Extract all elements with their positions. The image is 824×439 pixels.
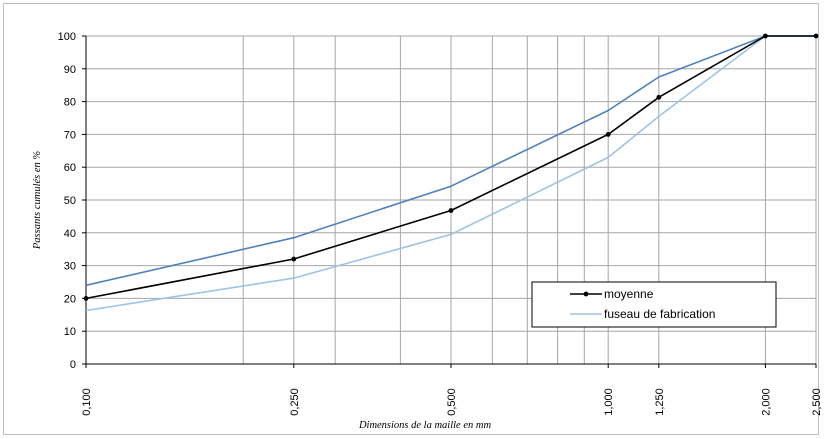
x-tick-label: 1,250 xyxy=(654,388,666,416)
data-point xyxy=(656,94,662,100)
legend-box xyxy=(531,281,777,328)
chart-frame xyxy=(3,3,819,435)
y-tick-label: 10 xyxy=(64,326,76,338)
x-axis-title: Dimensions de la maille en mm xyxy=(358,420,492,431)
y-tick-label: 30 xyxy=(64,261,76,273)
x-tick-label: 1,000 xyxy=(603,388,615,416)
y-tick-label: 50 xyxy=(64,195,76,207)
legend-label-moyenne: moyenne xyxy=(604,287,654,301)
x-tick-label: 0,500 xyxy=(446,388,458,416)
y-tick-label: 70 xyxy=(64,129,76,141)
y-tick-label: 100 xyxy=(58,31,76,43)
y-axis-title: Passants cumulés en % xyxy=(32,151,43,251)
data-point xyxy=(813,33,819,39)
x-tick-label: 2,500 xyxy=(811,388,823,416)
y-tick-label: 40 xyxy=(64,228,76,240)
y-tick-label: 60 xyxy=(64,162,76,174)
data-point xyxy=(448,208,454,213)
data-point xyxy=(83,296,89,301)
y-tick-label: 20 xyxy=(64,293,76,305)
y-tick-label: 0 xyxy=(70,359,76,371)
data-point xyxy=(605,132,611,137)
data-point xyxy=(291,256,297,262)
data-point xyxy=(762,33,768,39)
legend-marker-moyenne xyxy=(583,291,589,297)
y-tick-label: 80 xyxy=(64,97,76,109)
y-tick-label: 90 xyxy=(64,64,76,76)
x-tick-label: 2,000 xyxy=(760,388,772,416)
legend-label-fuseau: fuseau de fabrication xyxy=(604,307,715,321)
x-tick-label: 0,250 xyxy=(289,388,301,416)
x-tick-label: 0,100 xyxy=(81,388,93,416)
